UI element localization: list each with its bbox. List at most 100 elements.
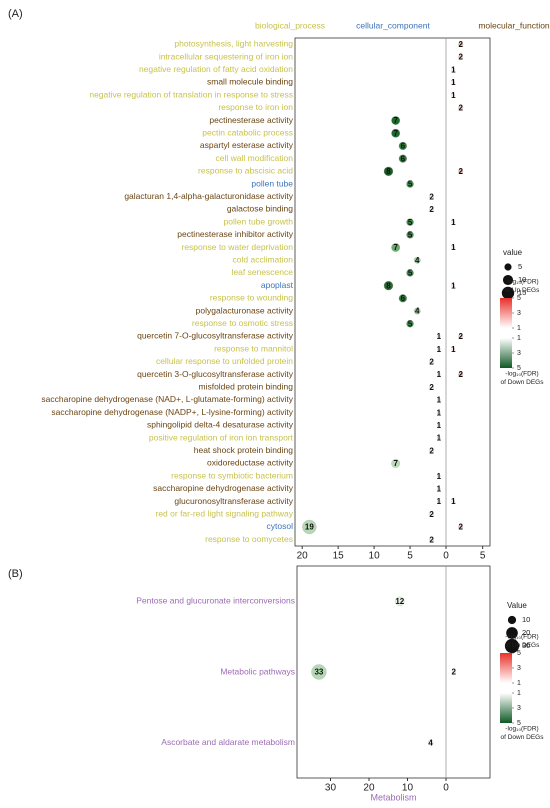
bubble-label: 1 xyxy=(437,472,442,481)
up-bubble xyxy=(451,347,456,351)
bubble-label: 8 xyxy=(386,167,391,176)
color-legend-title: -log₁₀(FDR) xyxy=(505,634,538,641)
bubble-label: 2 xyxy=(451,668,456,677)
x-tick-label: 10 xyxy=(402,783,414,794)
color-tick-label: 3 xyxy=(517,310,521,317)
size-legend-dot xyxy=(504,263,512,271)
color-legend-title: -log₁₀(FDR) xyxy=(505,726,538,733)
up-bubble xyxy=(451,80,456,85)
bubble-label: 5 xyxy=(408,319,413,328)
down-bubble xyxy=(437,436,441,440)
down-bubble xyxy=(429,511,435,517)
category-label: response to water deprivation xyxy=(181,242,293,252)
up-bubble xyxy=(451,283,456,288)
down-bubble xyxy=(427,739,434,746)
size-legend-label: 10 xyxy=(522,615,530,624)
down-bubble xyxy=(413,307,421,315)
down-bubble xyxy=(311,664,327,680)
group-header: biological_process xyxy=(255,20,325,30)
bubble-label: 1 xyxy=(451,243,456,252)
group-header: molecular_function xyxy=(478,20,550,30)
color-tick-label: 1 xyxy=(517,690,521,697)
bubble-label: 7 xyxy=(393,243,398,252)
down-bubble xyxy=(391,128,401,138)
color-tick-label: 3 xyxy=(517,665,521,672)
bubble-label: 7 xyxy=(393,116,398,125)
bubble-label: 1 xyxy=(437,421,442,430)
category-label: response to iron ion xyxy=(218,102,293,112)
category-label: negative regulation of translation in re… xyxy=(89,89,293,99)
bubble-label: 6 xyxy=(401,142,406,151)
color-tick-label: 3 xyxy=(517,350,521,357)
bubble-label: 5 xyxy=(408,180,413,189)
down-bubble xyxy=(437,487,441,491)
color-tick-label: 1 xyxy=(517,680,521,687)
color-tick-label: 5 xyxy=(517,720,521,727)
bubble-label: 1 xyxy=(437,434,442,443)
bubble-label: 7 xyxy=(393,459,398,468)
bubble-label: 1 xyxy=(437,497,442,506)
up-bubble xyxy=(451,245,456,250)
bubble-label: 2 xyxy=(458,53,463,62)
size-legend-title: value xyxy=(503,248,523,257)
down-bubble xyxy=(398,154,407,163)
down-bubble xyxy=(413,256,421,264)
x-axis-label: Metabolism xyxy=(370,792,416,802)
size-legend-label: 20 xyxy=(522,628,530,637)
category-label: response to abscisic acid xyxy=(198,166,293,176)
bubble-label: 1 xyxy=(451,78,456,87)
color-tick-label: 5 xyxy=(517,650,521,657)
category-label: heat shock protein binding xyxy=(194,445,294,455)
down-bubble xyxy=(406,180,414,188)
bubble-label: 2 xyxy=(429,192,434,201)
down-bubble xyxy=(429,448,435,454)
category-label: cellular response to unfolded protein xyxy=(156,356,293,366)
x-tick-label: 10 xyxy=(369,551,381,562)
down-bubble xyxy=(437,398,441,402)
bubble-label: 2 xyxy=(458,332,463,341)
category-label: galacturan 1,4-alpha-galacturonidase act… xyxy=(124,191,293,201)
category-label: sphingolipid delta-4 desaturase activity xyxy=(147,420,294,430)
color-tick-label: 5 xyxy=(517,295,521,302)
bubble-label: 5 xyxy=(408,269,413,278)
up-bubble xyxy=(458,41,464,47)
down-bubble xyxy=(406,269,414,277)
size-legend-dot xyxy=(506,627,518,639)
bubble-label: 2 xyxy=(429,205,434,214)
color-tick-label: 1 xyxy=(517,335,521,342)
bubble-label: 1 xyxy=(451,281,456,290)
down-bubble xyxy=(437,334,441,339)
size-legend-dot xyxy=(507,615,517,625)
category-label: Ascorbate and aldarate metabolism xyxy=(161,737,295,747)
down-bubble xyxy=(437,347,441,351)
down-bubble xyxy=(429,359,435,365)
color-tick-label: 5 xyxy=(517,365,521,372)
down-bubble xyxy=(391,243,401,252)
down-bubble xyxy=(391,459,401,468)
category-label: small molecule binding xyxy=(207,77,293,87)
category-label: saccharopine dehydrogenase (NADP+, L-lys… xyxy=(51,407,293,417)
bubble-label: 2 xyxy=(429,510,434,519)
category-label: apoplast xyxy=(261,280,294,290)
color-tick-label: 3 xyxy=(517,705,521,712)
x-tick-label: 15 xyxy=(333,551,345,562)
category-label: response to osmotic stress xyxy=(192,318,293,328)
up-bubble xyxy=(458,334,464,339)
category-label: leaf senescence xyxy=(232,267,294,277)
category-label: galactose binding xyxy=(227,204,293,214)
down-bubble xyxy=(437,499,441,504)
up-bubble xyxy=(451,499,456,504)
down-bubble xyxy=(383,280,394,291)
size-legend-label: 30 xyxy=(522,641,530,650)
size-legend-dot xyxy=(502,274,514,286)
category-label: saccharopine dehydrogenase (NAD+, L-glut… xyxy=(41,394,293,404)
down-bubble xyxy=(383,166,394,177)
color-bar-down xyxy=(500,338,512,368)
bubble-label: 2 xyxy=(429,535,434,544)
x-tick-label: 20 xyxy=(297,551,309,562)
category-label: cold acclimation xyxy=(233,255,294,265)
category-label: quercetin 7-O-glucosyltransferase activi… xyxy=(137,331,294,341)
color-legend-title: of Down DEGs xyxy=(501,734,545,741)
color-legend-title: of Up DEGs xyxy=(505,642,540,649)
